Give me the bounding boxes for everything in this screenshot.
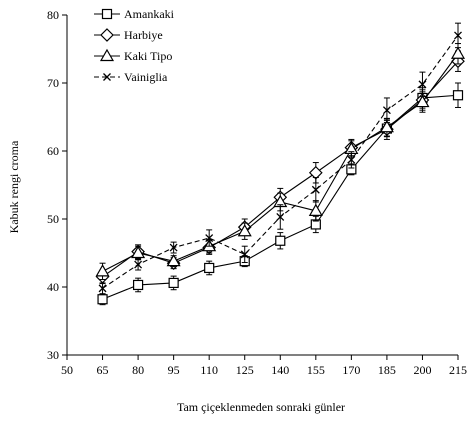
data-point [382, 106, 391, 115]
data-point [276, 213, 285, 221]
legend-item: Vainiglia [94, 70, 168, 84]
legend-item: Harbiye [94, 28, 163, 42]
data-point [454, 31, 462, 40]
legend-label: Amankaki [124, 7, 175, 21]
data-point [132, 279, 144, 291]
x-tick-label: 215 [449, 363, 467, 377]
legend-label: Kaki Tipo [124, 49, 172, 63]
x-tick-label: 155 [307, 363, 325, 377]
x-axis-title: Tam çiçeklenmeden sonraki günler [177, 400, 345, 414]
data-point [379, 119, 394, 133]
y-tick-label: 30 [47, 348, 59, 362]
data-point [205, 234, 214, 242]
series-x [98, 22, 462, 295]
data-point [418, 80, 427, 89]
data-point [275, 235, 286, 246]
y-tick-label: 60 [47, 144, 59, 158]
legend-item: Kaki Tipo [94, 48, 172, 63]
legend-item: Amankaki [94, 7, 175, 21]
data-point [204, 262, 215, 274]
x-tick-label: 95 [168, 363, 180, 377]
data-point [415, 94, 430, 108]
data-point [166, 253, 181, 267]
data-point [237, 224, 252, 237]
data-point [452, 90, 464, 101]
data-point [240, 250, 249, 259]
x-tick-label: 200 [413, 363, 431, 377]
data-point [450, 46, 466, 59]
data-point [98, 284, 107, 293]
x-tick-label: 80 [132, 363, 144, 377]
data-point [97, 294, 108, 305]
x-tick-label: 110 [200, 363, 218, 377]
legend: Amankaki Harbiye Kaki Tipo Vainiglia [94, 7, 175, 84]
data-point [95, 264, 110, 277]
data-point [347, 155, 356, 164]
data-point [308, 165, 323, 180]
data-point [308, 203, 323, 216]
series-layer [95, 22, 466, 306]
x-tick-label: 185 [378, 363, 396, 377]
x-tick-label: 140 [271, 363, 289, 377]
legend-label: Harbiye [124, 28, 163, 42]
x-tick-label: 170 [342, 363, 360, 377]
data-point [131, 245, 146, 259]
x-tick-label: 50 [61, 363, 73, 377]
data-point [311, 185, 320, 194]
y-tick-label: 80 [47, 8, 59, 22]
data-point [168, 277, 179, 289]
y-tick-label: 40 [47, 280, 59, 294]
x-tick-label: 65 [97, 363, 109, 377]
ticks: 30 40 50 60 70 80 50 65 80 95 110 125 140 155 170 185 20… [47, 8, 467, 377]
y-tick-label: 50 [47, 212, 59, 226]
legend-label: Vainiglia [124, 70, 168, 84]
y-axis-title: Kabuk rengi croma [7, 140, 21, 233]
data-point [134, 260, 143, 269]
legend-marker [100, 28, 114, 42]
legend-marker [101, 8, 113, 20]
series-triangle [95, 43, 466, 281]
legend-marker [103, 73, 111, 81]
y-tick-label: 70 [47, 76, 59, 90]
legend-marker [99, 48, 115, 62]
axes [66, 15, 458, 356]
x-tick-label: 125 [236, 363, 254, 377]
data-point [169, 243, 178, 252]
